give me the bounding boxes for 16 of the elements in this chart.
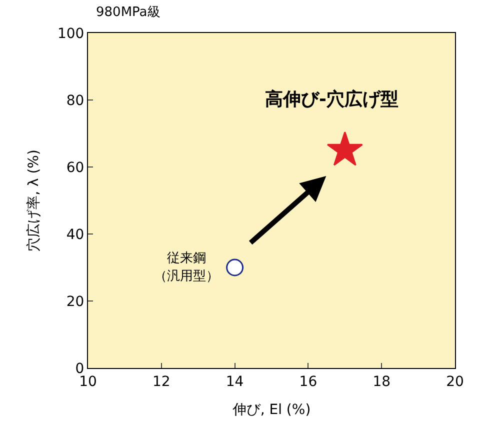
x-tick-label: 16 [299,374,318,390]
annotation: 従来鋼 [167,251,206,266]
x-tick-label: 20 [446,374,464,390]
annotation: （汎用型） [154,269,219,284]
annotation: 高伸び-穴広げ型 [265,89,398,110]
y-tick-label: 20 [66,294,84,310]
y-tick-label: 100 [57,26,84,42]
x-tick-label: 14 [226,374,244,390]
x-axis-title: 伸び, El (%) [231,402,311,418]
y-axis-title: 穴広げ率, λ (%) [26,150,42,252]
y-tick-label: 40 [66,226,84,243]
y-tick-label: 60 [66,160,84,176]
chart-title: 980MPa級 [96,4,160,20]
x-tick-label: 18 [372,374,391,390]
x-tick-label: 12 [152,374,170,390]
y-tick-label: 80 [66,92,84,109]
